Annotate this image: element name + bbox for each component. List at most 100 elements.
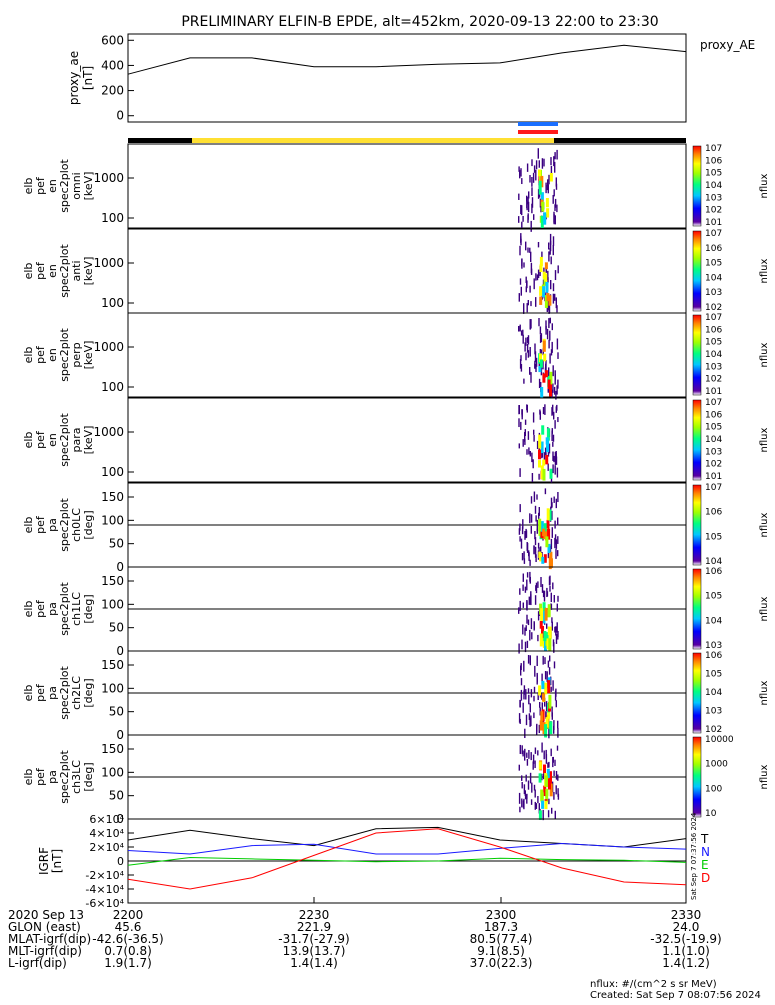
spectrogram-pixel xyxy=(535,297,537,307)
spectrogram-ylabel-line: ch2LC xyxy=(70,676,83,710)
spectrogram-pixel xyxy=(529,451,531,457)
footer-cell: 1.9(1.7) xyxy=(104,956,152,970)
spectrogram-pixel xyxy=(530,496,533,504)
spectrogram-pixel xyxy=(546,208,550,218)
spectrogram-frame xyxy=(127,228,687,314)
spectrogram-pixel xyxy=(539,326,542,335)
spectrogram-pixel xyxy=(530,689,533,698)
spectrogram-pixel xyxy=(528,552,530,561)
footer-cell: 1.1(1.0) xyxy=(662,944,710,958)
spectrogram-pixel xyxy=(523,378,525,384)
spectrogram-pixel xyxy=(549,317,551,324)
proxy-ylabel-line: proxy_ae xyxy=(67,51,81,105)
spectrogram-pixel xyxy=(555,297,557,309)
spectrogram-frame xyxy=(127,143,687,229)
spectrogram-pixel xyxy=(541,201,545,212)
spectrogram-pixel xyxy=(523,660,525,672)
spectrogram-pixel xyxy=(529,559,531,566)
spectrogram-pixel xyxy=(521,178,523,185)
spectrogram-pixel xyxy=(530,251,532,262)
spectrogram-pixel xyxy=(518,443,520,449)
spectrogram-panel-6: elb pef pa spec2plot ch2LC [deg]0501001501021… xyxy=(22,650,770,742)
colorbar-tick-label: 102 xyxy=(705,206,722,216)
spectrogram-ylabel-line: perp xyxy=(70,342,83,367)
spectrogram-pixel xyxy=(526,793,528,799)
spectrogram-pixel xyxy=(556,338,559,350)
spectrogram-ylabel-line: pef xyxy=(34,599,47,618)
spectrogram-pixel xyxy=(529,285,531,293)
spectrogram-pixel xyxy=(535,364,537,373)
spectrogram-pixel xyxy=(553,642,555,653)
igrf-tick-label: -2×10⁴ xyxy=(85,869,124,882)
spectrogram-pixel xyxy=(543,764,546,774)
spectrogram-pixel xyxy=(529,772,532,784)
colorbar-tick-label: 107 xyxy=(705,398,722,408)
spectrogram-pixel xyxy=(538,180,542,195)
spectrogram-pixel xyxy=(524,728,526,739)
spectrogram-pixel xyxy=(521,782,523,789)
spectrogram-pixel xyxy=(541,449,544,458)
spectrogram-pixel xyxy=(550,497,553,509)
spectrogram-pixel xyxy=(530,594,532,606)
spectrogram-pixel xyxy=(539,359,543,368)
spectrogram-pixel xyxy=(520,364,523,372)
spectrogram-pixel xyxy=(537,189,540,199)
spectrogram-pixel xyxy=(541,680,545,690)
spectrogram-pixel xyxy=(537,611,540,621)
spectrogram-frame xyxy=(127,312,687,398)
spectrogram-pixel xyxy=(553,455,555,463)
spectrogram-pixel xyxy=(550,280,552,290)
spectrogram-data xyxy=(518,571,559,654)
spectrogram-data xyxy=(518,655,559,739)
spectrogram-tick-label: 1000 xyxy=(93,256,124,270)
spectrogram-pixel xyxy=(538,512,540,520)
spectrogram-pixel xyxy=(542,373,546,383)
spectrogram-pixel xyxy=(536,494,538,500)
spectrogram-pixel xyxy=(534,595,537,605)
spectrogram-pixel xyxy=(535,160,538,170)
footer-cell: 2330 xyxy=(671,908,702,922)
spectrogram-pixel xyxy=(529,717,531,727)
spectrogram-pixel xyxy=(556,305,558,313)
spectrogram-pixel xyxy=(521,526,524,535)
spectrogram-pixel xyxy=(519,170,521,179)
spectrogram-pixel xyxy=(534,760,536,769)
spectrogram-pixel xyxy=(556,745,559,751)
spectrogram-pixel xyxy=(554,293,556,301)
spectrogram-pixel xyxy=(519,504,521,513)
spectrogram-ylabel-line: [keV] xyxy=(82,341,95,370)
spectrogram-pixel xyxy=(542,809,544,821)
footer-row-label: MLAT-igrf(dip) xyxy=(8,932,91,946)
spectrogram-pixel xyxy=(530,372,532,383)
spectrogram-ylabel-line: ch0LC xyxy=(70,508,83,542)
spectrogram-pixel xyxy=(525,714,528,726)
colorbar xyxy=(692,314,702,396)
spectrogram-ylabel-line: spec2plot xyxy=(58,244,71,298)
spectrogram-pixel xyxy=(539,633,543,647)
spectrogram-pixel xyxy=(538,724,540,734)
spectrogram-ylabel-line: ch3LC xyxy=(70,760,83,794)
spectrogram-pixel xyxy=(522,624,524,635)
footer-cell: 187.3 xyxy=(484,920,518,934)
spectrogram-pixel xyxy=(524,627,526,636)
spectrogram-pixel xyxy=(548,318,550,329)
spectrogram-pixel xyxy=(520,168,522,177)
spectrogram-pixel xyxy=(539,411,541,420)
spectrogram-pixel xyxy=(538,473,540,480)
spectrogram-pixel xyxy=(518,216,520,223)
spectrogram-pixel xyxy=(547,528,551,540)
spectrogram-pixel xyxy=(539,334,542,343)
spectrogram-pixel xyxy=(553,411,555,420)
spectrogram-ylabel-line: spec2plot xyxy=(58,413,71,467)
spectrogram-ylabel-line: spec2plot xyxy=(58,750,71,804)
spectrogram-pixel xyxy=(544,682,548,695)
spectrogram-pixel xyxy=(538,318,540,327)
spectrogram-ylabel-line: [deg] xyxy=(82,678,95,707)
colorbar-tick-label: 106 xyxy=(705,325,722,335)
spectrogram-pixel xyxy=(546,768,550,778)
spectrogram-pixel xyxy=(539,296,543,305)
spectrogram-tick-label: 100 xyxy=(101,597,124,611)
chart-title: PRELIMINARY ELFIN-B EPDE, alt=452km, 202… xyxy=(181,14,658,30)
spectrogram-pixel xyxy=(554,152,556,160)
spectrogram-pixel xyxy=(539,702,541,708)
